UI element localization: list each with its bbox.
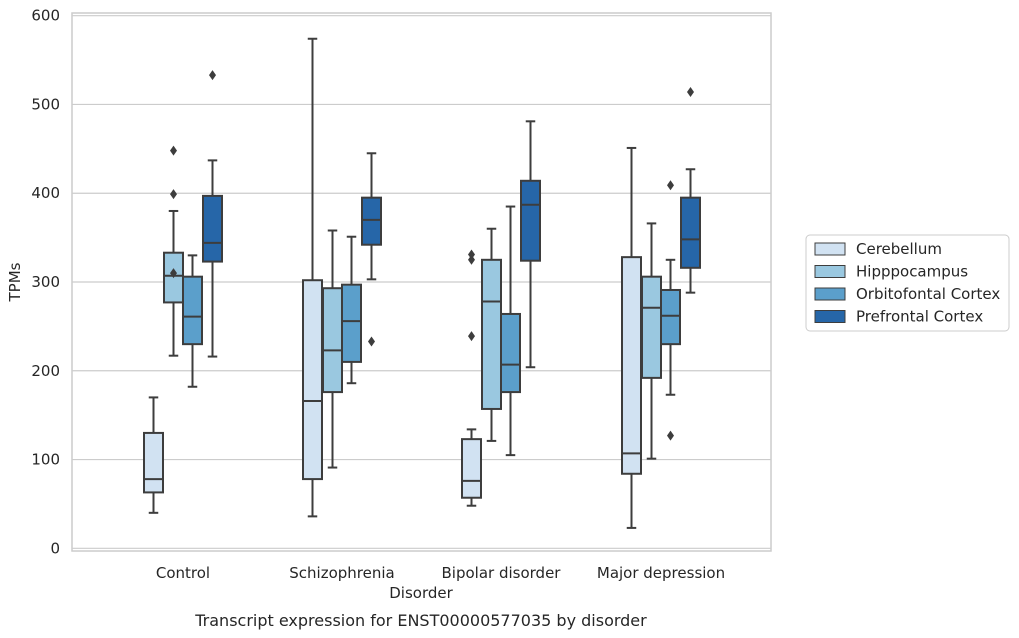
box-prefrontal-cortex (680, 87, 701, 294)
box-cerebellum (461, 249, 482, 507)
box-orbitofontal-cortex (341, 235, 362, 385)
legend-label: Cerebellum (856, 240, 942, 258)
iqr-box (143, 431, 164, 494)
legend-label: Hipppocampus (856, 263, 968, 281)
chart-caption: Transcript expression for ENST0000057703… (194, 611, 647, 630)
y-tick-label: 400 (31, 184, 60, 202)
x-tick-label: Major depression (597, 564, 725, 582)
legend-frame (805, 234, 1010, 332)
y-axis-title: TPMs (6, 262, 24, 302)
y-tick-label: 300 (31, 273, 60, 291)
box-hipppocampus (322, 229, 343, 469)
iqr-box (341, 283, 362, 363)
iqr-box (481, 258, 502, 410)
legend: Cerebellum Hipppocampus Orbitofontal Corte… (805, 234, 1010, 332)
y-tick-label: 600 (31, 7, 60, 25)
y-tick-label: 100 (31, 451, 60, 469)
legend-label: Orbitofontal Cortex (856, 285, 1000, 303)
iqr-box (520, 179, 541, 262)
legend-swatch (814, 287, 846, 301)
x-axis-title: Disorder (389, 584, 453, 602)
box-hipppocampus (481, 227, 502, 442)
box-orbitofontal-cortex (182, 254, 203, 388)
y-tick-label: 200 (31, 362, 60, 380)
box-layer (143, 37, 701, 529)
iqr-box (322, 287, 343, 394)
outlier-point (468, 249, 475, 260)
y-tick-labels: 0 100 200 300 400 500 600 (31, 7, 60, 558)
outlier-point (170, 189, 177, 200)
box-hipppocampus (641, 222, 662, 460)
iqr-box (361, 196, 382, 246)
y-tick-label: 500 (31, 95, 60, 113)
iqr-box (500, 312, 521, 394)
legend-label: Prefrontal Cortex (856, 308, 983, 326)
outlier-point (667, 180, 674, 191)
box-prefrontal-cortex (520, 120, 541, 369)
x-tick-labels: Control Schizophrenia Bipolar disorder Majo… (156, 564, 725, 582)
outlier-point (468, 331, 475, 342)
iqr-box (680, 196, 701, 269)
legend-swatch (814, 242, 846, 256)
x-tick-label: Bipolar disorder (442, 564, 562, 582)
box-orbitofontal-cortex (660, 180, 681, 441)
iqr-box (660, 288, 681, 346)
outlier-point (468, 254, 475, 265)
outlier-point (209, 70, 216, 81)
outlier-point (667, 430, 674, 441)
iqr-box (302, 279, 323, 481)
x-tick-label: Schizophrenia (289, 564, 394, 582)
legend-swatch (814, 310, 846, 323)
iqr-box (182, 275, 203, 346)
iqr-box (621, 256, 642, 475)
y-tick-label: 0 (50, 539, 60, 557)
plot-frame (71, 12, 772, 552)
iqr-box (461, 438, 482, 499)
outlier-point (368, 336, 375, 347)
box-orbitofontal-cortex (500, 205, 521, 457)
outlier-point (170, 268, 177, 279)
outlier-point (687, 87, 694, 98)
x-tick-label: Control (156, 564, 210, 582)
iqr-box (641, 275, 662, 379)
iqr-box (202, 194, 223, 263)
outlier-point (170, 145, 177, 156)
box-prefrontal-cortex (202, 70, 223, 358)
box-cerebellum (143, 396, 164, 514)
box-hipppocampus (163, 145, 184, 357)
box-prefrontal-cortex (361, 152, 382, 347)
legend-swatch (814, 265, 846, 278)
